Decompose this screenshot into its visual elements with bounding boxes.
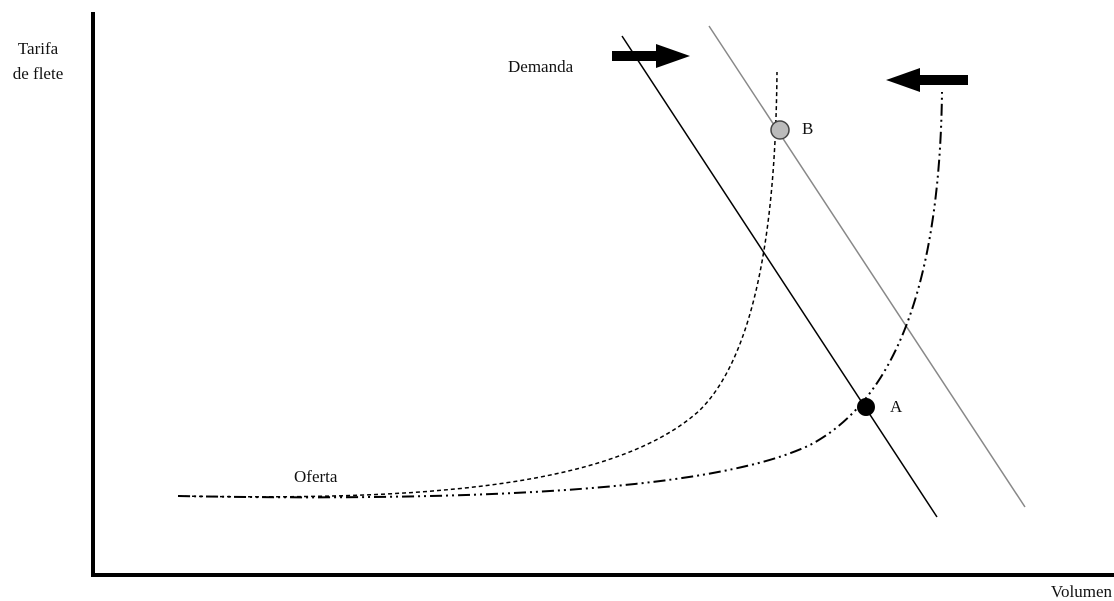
arrow-left [886,68,968,92]
y-axis-label: Tarifa [18,39,59,58]
y-axis-label: de flete [13,64,64,83]
x-axis-label: Volumen [1051,582,1113,601]
demand-label: Demanda [508,57,574,76]
point-a [857,398,875,416]
supply-label: Oferta [294,467,338,486]
supply-curve [177,91,943,499]
arrow-right [612,44,690,68]
point-label: A [890,397,903,416]
demand-line-shifted [708,25,1026,508]
point-b [770,120,790,140]
demand-line [621,35,938,518]
point-label: B [802,119,813,138]
